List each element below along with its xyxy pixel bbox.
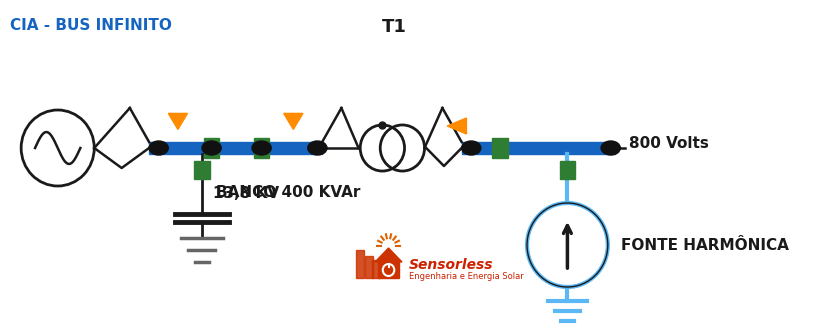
- Polygon shape: [366, 256, 373, 278]
- Ellipse shape: [202, 141, 221, 155]
- Text: CIA - BUS INFINITO: CIA - BUS INFINITO: [10, 18, 172, 33]
- Ellipse shape: [462, 141, 481, 155]
- Text: Sensorless: Sensorless: [409, 258, 493, 272]
- Text: 13,8 KV: 13,8 KV: [214, 186, 279, 201]
- Polygon shape: [169, 113, 187, 130]
- Polygon shape: [356, 250, 363, 278]
- Ellipse shape: [307, 141, 327, 155]
- Ellipse shape: [601, 141, 621, 155]
- Ellipse shape: [149, 141, 169, 155]
- Bar: [149, 142, 322, 154]
- Text: FONTE HARMÔNICA: FONTE HARMÔNICA: [621, 237, 789, 253]
- Polygon shape: [284, 113, 303, 130]
- Text: Engenharia e Energia Solar: Engenharia e Energia Solar: [409, 272, 524, 281]
- Polygon shape: [372, 260, 380, 278]
- Text: BANCO 400 KVAr: BANCO 400 KVAr: [216, 185, 361, 200]
- Bar: [462, 142, 616, 154]
- Polygon shape: [447, 118, 466, 134]
- Bar: [254, 138, 270, 158]
- Polygon shape: [375, 248, 402, 262]
- Ellipse shape: [252, 141, 271, 155]
- Bar: [560, 161, 575, 179]
- Bar: [204, 138, 219, 158]
- Bar: [378, 262, 399, 278]
- Text: 800 Volts: 800 Volts: [629, 136, 709, 152]
- Text: T1: T1: [382, 18, 407, 36]
- Bar: [492, 138, 508, 158]
- Bar: [194, 161, 210, 179]
